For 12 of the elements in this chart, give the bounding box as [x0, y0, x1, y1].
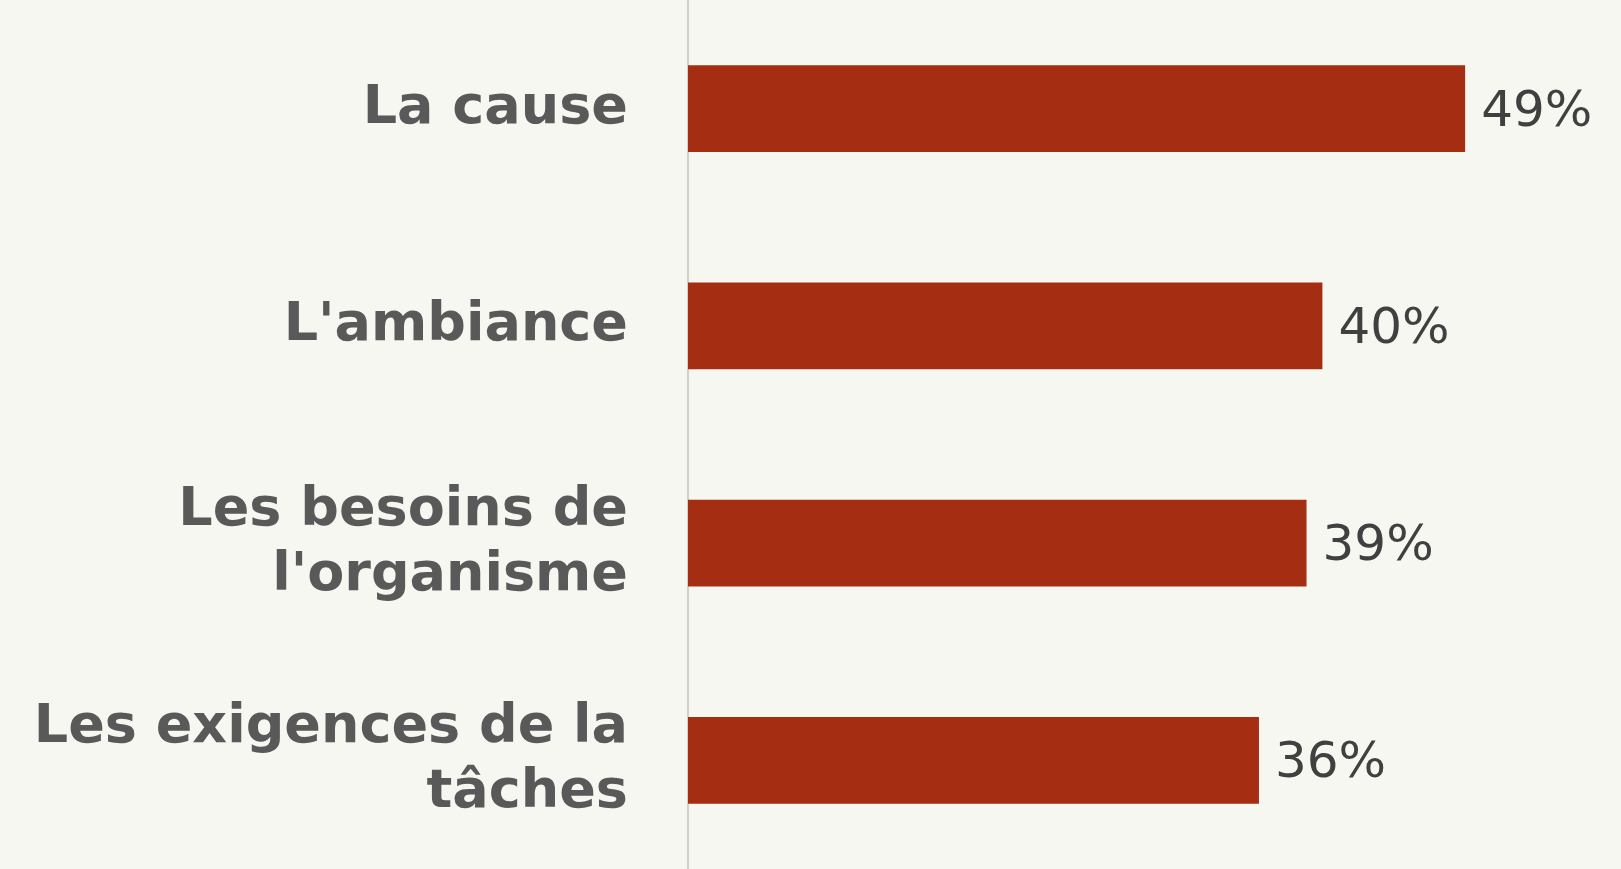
data-label: 39% [1322, 514, 1434, 573]
y-tick-label: Les exigences de la tâches [33, 692, 628, 820]
y-tick-label: L'ambiance [283, 289, 628, 353]
bar [688, 716, 1259, 804]
bar [688, 282, 1323, 370]
y-tick-label: La cause [362, 72, 628, 136]
y-tick-label: Les besoins de l'organisme [178, 474, 628, 603]
bar [688, 65, 1466, 153]
data-label: 40% [1338, 296, 1450, 355]
data-label: 49% [1481, 79, 1593, 138]
data-label: 36% [1274, 731, 1387, 790]
bar [688, 499, 1307, 587]
